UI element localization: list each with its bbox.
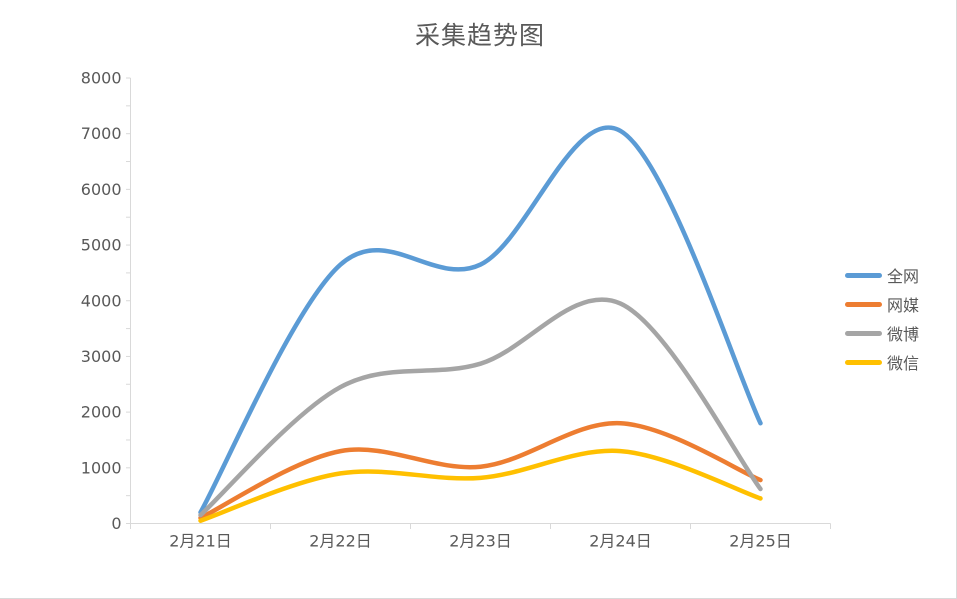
y-tick-label: 7000	[81, 124, 122, 143]
legend-line-swatch	[845, 359, 882, 365]
legend-item-1: 网媒	[845, 294, 920, 315]
legend-label: 网媒	[887, 296, 920, 315]
series-line-1	[198, 421, 763, 521]
legend-item-0: 全网	[845, 265, 920, 286]
legend-item-3: 微信	[845, 352, 920, 373]
y-tick-label: 4000	[81, 291, 122, 310]
series-line-0	[198, 125, 763, 515]
legend-item-2: 微博	[845, 323, 920, 344]
series-line-3	[198, 448, 763, 523]
x-tick-label: 2月21日	[169, 532, 232, 551]
y-tick-label: 2000	[81, 403, 122, 422]
y-tick-label: 5000	[81, 236, 122, 255]
y-tick-label: 8000	[81, 69, 122, 88]
legend-line-swatch	[845, 330, 882, 336]
y-tick-label: 6000	[81, 180, 122, 199]
legend-label: 微信	[887, 354, 920, 373]
x-tick-label: 2月22日	[309, 532, 372, 551]
x-tick-label: 2月25日	[729, 532, 792, 551]
y-tick-label: 3000	[81, 347, 122, 366]
y-tick-label: 1000	[81, 458, 122, 477]
x-tick-label: 2月23日	[449, 532, 512, 551]
y-tick-label: 0	[111, 514, 121, 533]
chart-title: 采集趋势图	[414, 21, 545, 50]
x-tick-label: 2月24日	[589, 532, 652, 551]
legend-label: 全网	[887, 267, 920, 286]
series-line-2	[198, 297, 763, 518]
legend-line-swatch	[845, 301, 882, 307]
legend-line-swatch	[845, 272, 882, 278]
legend: 全网 网媒 微博 微信	[845, 265, 920, 373]
legend-label: 微博	[887, 325, 920, 344]
